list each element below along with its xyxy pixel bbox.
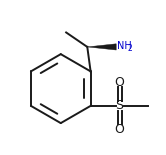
Polygon shape [87, 44, 116, 50]
Text: O: O [115, 123, 124, 136]
Text: 2: 2 [128, 44, 133, 53]
Text: O: O [115, 76, 124, 89]
Text: NH: NH [117, 41, 132, 51]
Text: S: S [116, 99, 124, 112]
